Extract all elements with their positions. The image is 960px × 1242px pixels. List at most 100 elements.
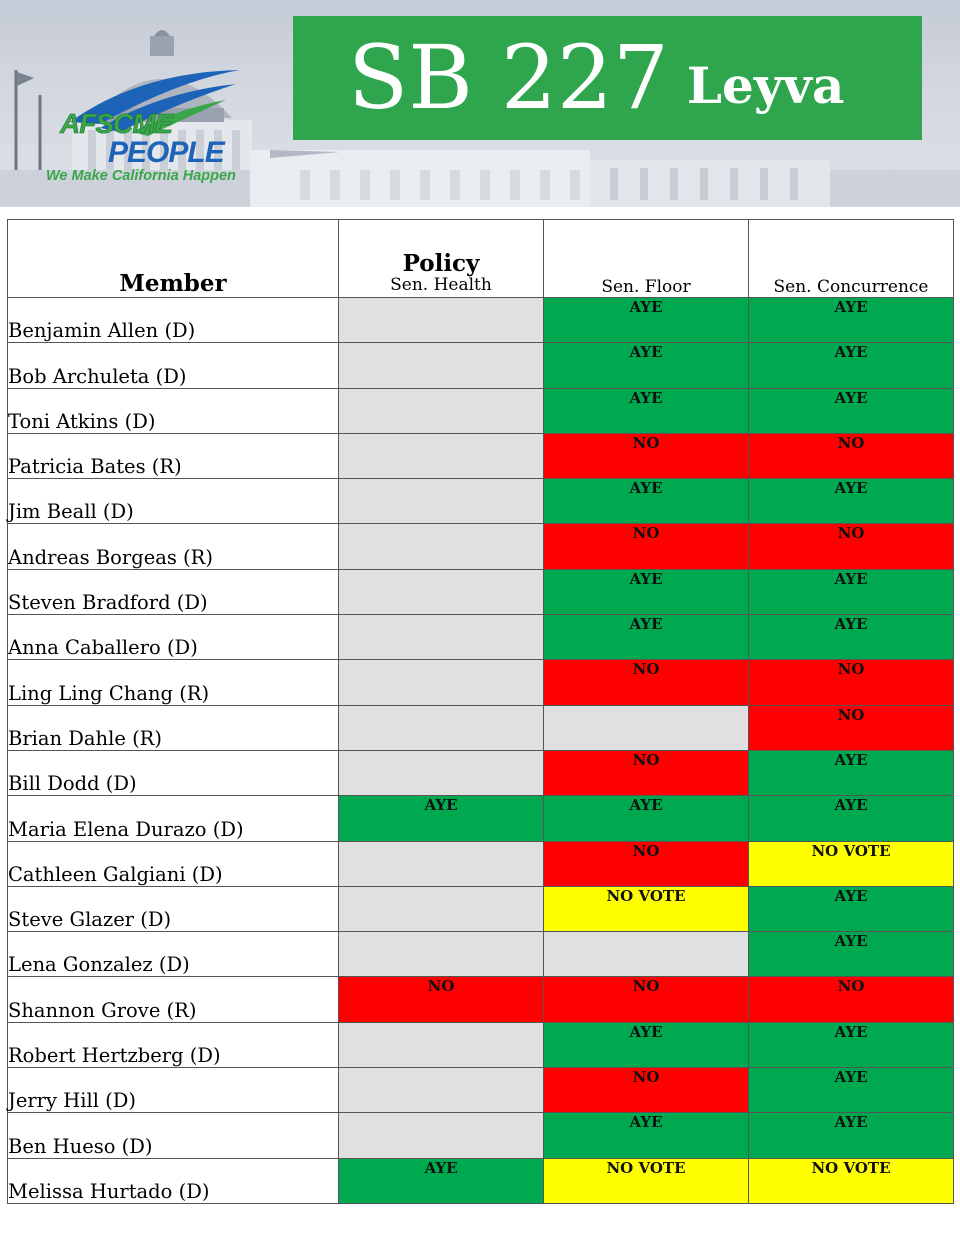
member-name: Anna Caballero (D) xyxy=(7,614,339,661)
member-name: Ling Ling Chang (R) xyxy=(7,659,339,706)
member-name: Benjamin Allen (D) xyxy=(7,296,339,344)
concurrence-vote-cell: AYE xyxy=(748,296,954,344)
member-name: Lena Gonzalez (D) xyxy=(7,931,339,978)
floor-vote-cell xyxy=(543,704,749,751)
floor-vote-cell: AYE xyxy=(543,296,749,344)
table-row: Benjamin Allen (D) AYE AYE xyxy=(7,296,954,344)
header-member: Member xyxy=(7,219,339,298)
table-row: Bob Archuleta (D) AYE AYE xyxy=(7,342,954,389)
concurrence-vote-cell: NO xyxy=(748,432,954,480)
member-name: Jerry Hill (D) xyxy=(7,1067,339,1114)
concurrence-vote-cell: AYE xyxy=(748,478,954,525)
concurrence-vote-cell: AYE xyxy=(748,1112,954,1159)
table-row: Brian Dahle (R) NO xyxy=(7,704,954,751)
member-name: Patricia Bates (R) xyxy=(7,432,339,480)
floor-vote-cell: NO xyxy=(543,432,749,480)
header-floor: Sen. Floor xyxy=(543,219,749,298)
policy-vote-cell xyxy=(338,840,544,887)
table-row: Shannon Grove (R) NO NO NO xyxy=(7,976,954,1023)
table-row: Andreas Borgeas (R) NO NO xyxy=(7,523,954,570)
policy-vote-cell xyxy=(338,1067,544,1114)
concurrence-vote-cell: NO VOTE xyxy=(748,1157,954,1204)
floor-vote-cell: NO xyxy=(543,976,749,1023)
floor-vote-cell xyxy=(543,931,749,978)
floor-vote-cell: NO xyxy=(543,523,749,570)
member-name: Bill Dodd (D) xyxy=(7,749,339,797)
header-concurrence: Sen. Concurrence xyxy=(748,219,954,298)
table-row: Ben Hueso (D) AYE AYE xyxy=(7,1112,954,1159)
bill-author: Leyva xyxy=(686,55,845,115)
floor-vote-cell: NO VOTE xyxy=(543,1157,749,1204)
policy-vote-cell xyxy=(338,749,544,797)
concurrence-vote-cell: AYE xyxy=(748,749,954,797)
concurrence-vote-cell: AYE xyxy=(748,342,954,389)
policy-vote-cell xyxy=(338,523,544,570)
policy-vote-cell: AYE xyxy=(338,795,544,842)
table-row: Maria Elena Durazo (D) AYE AYE AYE xyxy=(7,795,954,842)
concurrence-vote-cell: AYE xyxy=(748,1021,954,1069)
floor-vote-cell: AYE xyxy=(543,1112,749,1159)
table-header-row: Member Policy Sen. Health Sen. Floor Sen… xyxy=(7,219,954,298)
member-name: Jim Beall (D) xyxy=(7,478,339,525)
vote-rows: Benjamin Allen (D) AYE AYE Bob Archuleta (D… xyxy=(7,296,954,1204)
policy-vote-cell xyxy=(338,1112,544,1159)
concurrence-vote-cell: AYE xyxy=(748,568,954,616)
concurrence-vote-cell: NO xyxy=(748,976,954,1023)
concurrence-vote-cell: AYE xyxy=(748,1067,954,1114)
concurrence-vote-cell: AYE xyxy=(748,795,954,842)
member-name: Bob Archuleta (D) xyxy=(7,342,339,389)
floor-vote-cell: AYE xyxy=(543,795,749,842)
vote-record-table: Member Policy Sen. Health Sen. Floor Sen… xyxy=(7,219,954,1204)
table-row: Lena Gonzalez (D) AYE xyxy=(7,931,954,978)
bill-number: SB 227 xyxy=(348,26,669,129)
concurrence-vote-cell: NO xyxy=(748,704,954,751)
policy-vote-cell xyxy=(338,342,544,389)
floor-vote-cell: NO xyxy=(543,840,749,887)
policy-vote-cell: AYE xyxy=(338,1157,544,1204)
floor-vote-cell: AYE xyxy=(543,342,749,389)
table-row: Jim Beall (D) AYE AYE xyxy=(7,478,954,525)
concurrence-vote-cell: AYE xyxy=(748,387,954,434)
table-row: Steven Bradford (D) AYE AYE xyxy=(7,568,954,616)
capitol-building-image xyxy=(0,30,960,207)
member-name: Shannon Grove (R) xyxy=(7,976,339,1023)
concurrence-vote-cell: AYE xyxy=(748,931,954,978)
logo-tagline: We Make California Happen xyxy=(46,168,236,184)
member-name: Steven Bradford (D) xyxy=(7,568,339,616)
member-name: Cathleen Galgiani (D) xyxy=(7,840,339,887)
bill-title-box: SB 227 Leyva xyxy=(293,16,922,140)
table-row: Jerry Hill (D) NO AYE xyxy=(7,1067,954,1114)
table-row: Melissa Hurtado (D) AYE NO VOTE NO VOTE xyxy=(7,1157,954,1204)
logo-afscme-text: AFSCME xyxy=(60,108,174,140)
header-policy: Policy Sen. Health xyxy=(338,219,544,298)
table-row: Toni Atkins (D) AYE AYE xyxy=(7,387,954,434)
concurrence-vote-cell: NO xyxy=(748,523,954,570)
policy-vote-cell xyxy=(338,659,544,706)
policy-vote-cell xyxy=(338,478,544,525)
policy-vote-cell xyxy=(338,704,544,751)
policy-vote-cell xyxy=(338,568,544,616)
policy-vote-cell: NO xyxy=(338,976,544,1023)
policy-vote-cell xyxy=(338,614,544,661)
header-banner: AFSCME PEOPLE We Make California Happen … xyxy=(0,0,960,207)
policy-vote-cell xyxy=(338,296,544,344)
member-name: Ben Hueso (D) xyxy=(7,1112,339,1159)
concurrence-vote-cell: AYE xyxy=(748,614,954,661)
floor-vote-cell: NO xyxy=(543,749,749,797)
table-row: Cathleen Galgiani (D) NO NO VOTE xyxy=(7,840,954,887)
floor-vote-cell: AYE xyxy=(543,387,749,434)
member-name: Toni Atkins (D) xyxy=(7,387,339,434)
table-row: Anna Caballero (D) AYE AYE xyxy=(7,614,954,661)
policy-vote-cell xyxy=(338,885,544,933)
policy-vote-cell xyxy=(338,1021,544,1069)
floor-vote-cell: NO VOTE xyxy=(543,885,749,933)
table-row: Robert Hertzberg (D) AYE AYE xyxy=(7,1021,954,1069)
table-row: Bill Dodd (D) NO AYE xyxy=(7,749,954,797)
member-name: Maria Elena Durazo (D) xyxy=(7,795,339,842)
concurrence-vote-cell: NO VOTE xyxy=(748,840,954,887)
floor-vote-cell: AYE xyxy=(543,1021,749,1069)
policy-vote-cell xyxy=(338,387,544,434)
member-name: Melissa Hurtado (D) xyxy=(7,1157,339,1204)
policy-vote-cell xyxy=(338,432,544,480)
header-policy-committee: Sen. Health xyxy=(390,275,492,295)
